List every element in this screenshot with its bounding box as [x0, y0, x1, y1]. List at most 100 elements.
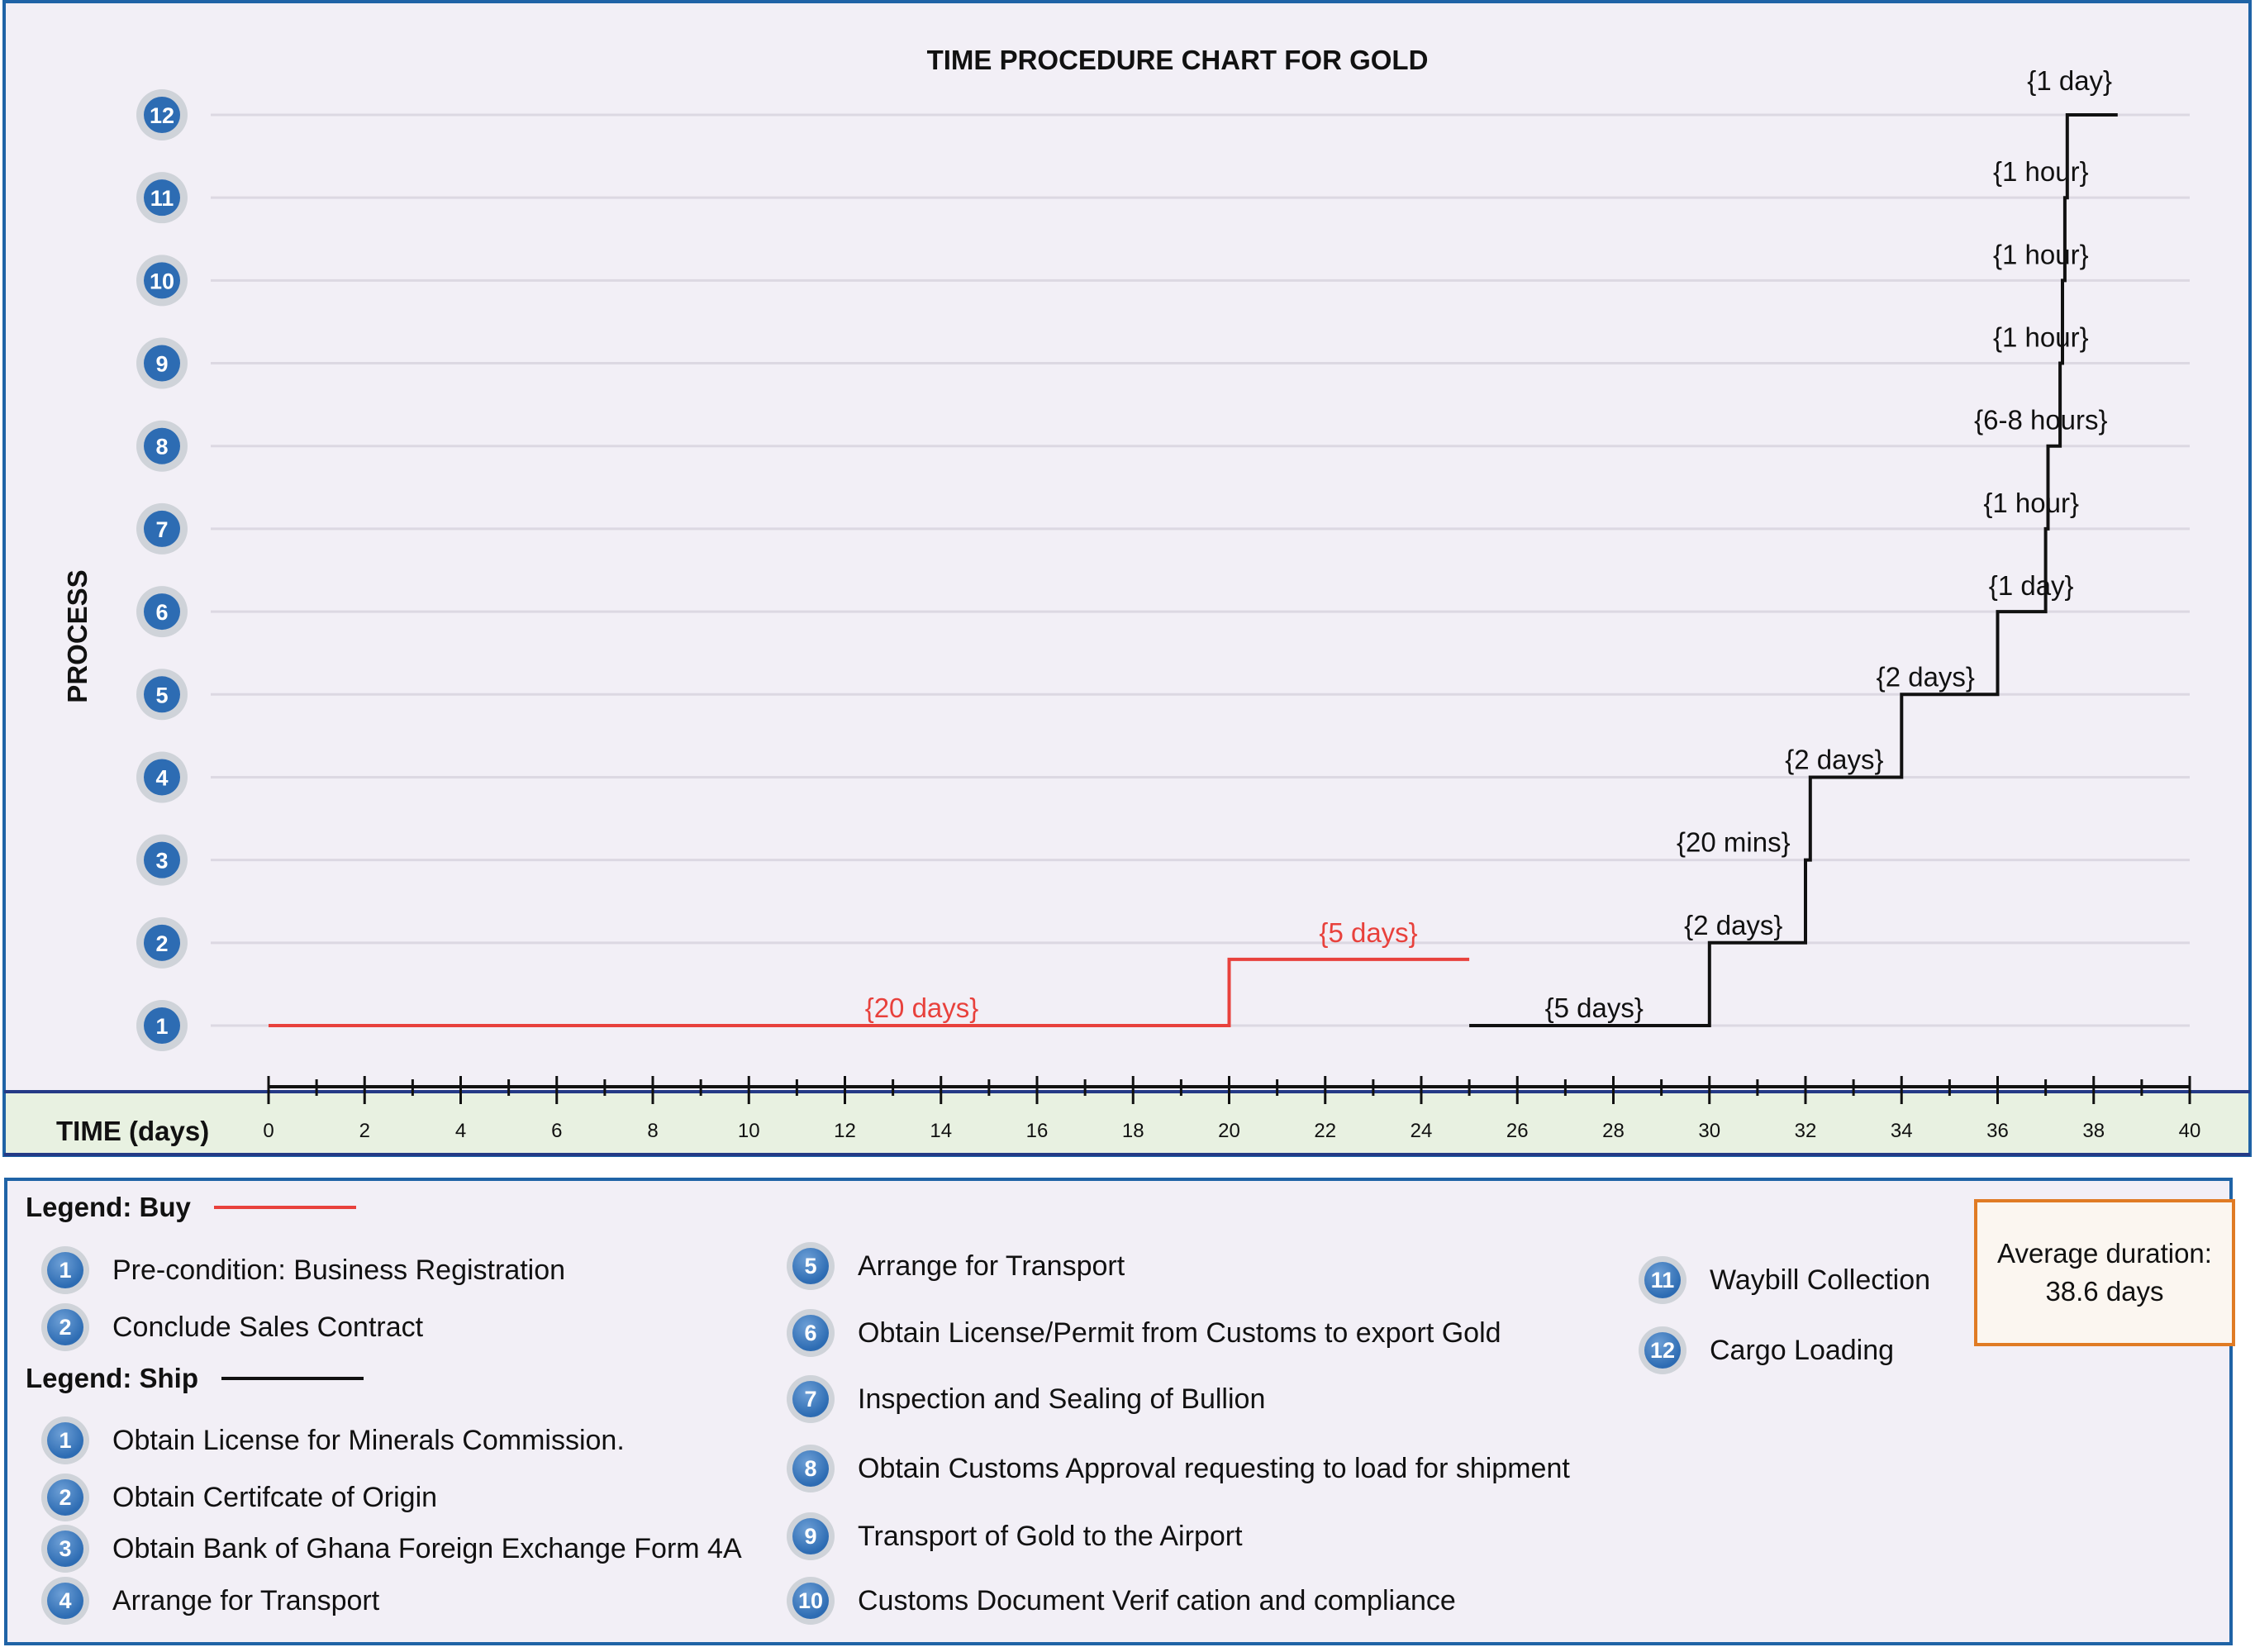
series-lines	[269, 113, 2118, 1027]
x-tick-label: 26	[1506, 1120, 1529, 1142]
y-badge-icon	[144, 179, 180, 217]
duration-label: {1 day}	[1989, 570, 2074, 601]
step-badge-icon: 12	[1639, 1326, 1686, 1374]
x-tick-label: 6	[551, 1120, 562, 1142]
y-tick-label: 11	[150, 186, 174, 211]
duration-label: {1 hour}	[1993, 239, 2089, 269]
x-tick-label: 32	[1795, 1120, 1817, 1142]
y-badge-icon	[144, 924, 180, 961]
step-label: Waybill Collection	[1710, 1264, 1931, 1296]
x-tick-label: 0	[263, 1120, 274, 1142]
legend-ship-title: Legend: Ship	[26, 1363, 198, 1393]
ship-legend-item: 10 Customs Document Verif cation and com…	[787, 1577, 1456, 1625]
x-axis-title: TIME (days)	[56, 1116, 209, 1146]
step-label: Obtain Customs Approval requesting to lo…	[858, 1452, 1570, 1484]
step-badge-icon: 2	[41, 1303, 89, 1351]
step-badge-icon: 9	[787, 1512, 835, 1560]
ship-legend-item: 11 Waybill Collection	[1639, 1256, 1930, 1304]
step-number: 3	[47, 1531, 83, 1567]
y-badge-icon	[144, 1007, 180, 1044]
y-badge-icon	[144, 510, 180, 547]
y-tick-label: 5	[155, 683, 168, 707]
x-tick-label: 10	[738, 1120, 760, 1142]
series-line-ship	[1469, 113, 2118, 1027]
step-badge-icon: 8	[787, 1445, 835, 1493]
ship-legend-item: 12 Cargo Loading	[1639, 1326, 1894, 1374]
y-tick-label: 6	[155, 600, 168, 625]
step-badge-icon: 5	[787, 1242, 835, 1290]
duration-label: {2 days}	[1877, 661, 1975, 692]
ship-legend-item: 7 Inspection and Sealing of Bullion	[787, 1375, 1265, 1423]
step-label: Inspection and Sealing of Bullion	[858, 1383, 1266, 1415]
y-badge-icon	[144, 593, 180, 631]
buy-legend-item: 1 Pre-condition: Business Registration	[41, 1246, 565, 1294]
step-number: 7	[792, 1381, 829, 1417]
ship-legend-item: 2 Obtain Certifcate of Origin	[41, 1473, 437, 1521]
legend-buy-swatch	[213, 1206, 356, 1209]
y-badge-icon	[144, 262, 180, 299]
x-tick-label: 34	[1891, 1120, 1913, 1142]
time-procedure-chart: {20 days} {5 days} {5 days} {2 days} {20 min…	[2, 0, 2252, 1157]
y-tick-label: 3	[155, 849, 168, 874]
step-badge-icon: 11	[1639, 1256, 1686, 1304]
ship-legend-item: 5 Arrange for Transport	[787, 1242, 1125, 1290]
average-duration-value: 38.6 days	[2045, 1276, 2164, 1307]
step-label: Obtain Certifcate of Origin	[112, 1481, 438, 1513]
duration-label: {5 days}	[1319, 917, 1417, 948]
step-badge-icon: 1	[41, 1416, 89, 1464]
step-label: Pre-condition: Business Registration	[112, 1254, 566, 1286]
x-tick-label: 12	[834, 1120, 856, 1142]
step-number: 11	[1644, 1262, 1681, 1298]
duration-labels: {20 days} {5 days} {5 days} {2 days} {20 min…	[865, 65, 2112, 1023]
x-tick-label: 20	[1218, 1120, 1240, 1142]
step-label: Obtain Bank of Ghana Foreign Exchange Fo…	[112, 1532, 742, 1564]
y-badge-icon	[144, 841, 180, 878]
x-tick-label: 38	[2082, 1120, 2105, 1142]
x-tick-label: 28	[1602, 1120, 1625, 1142]
y-badge-icon	[144, 759, 180, 796]
x-tick-label: 36	[1986, 1120, 2009, 1142]
y-tick-label: 8	[155, 435, 168, 459]
duration-label: {20 mins}	[1677, 827, 1791, 858]
duration-label: {6-8 hours}	[1974, 405, 2107, 436]
legend-buy-heading: Legend: Buy	[26, 1192, 356, 1223]
step-label: Arrange for Transport	[858, 1250, 1125, 1282]
step-label: Cargo Loading	[1710, 1334, 1895, 1366]
x-axis: 0 2 4 6 8 10 12 14 16 18 20 22 24 26 28 30 32 34 36 38 40	[263, 1076, 2200, 1142]
y-tick-label: 7	[155, 517, 168, 542]
x-tick-label: 22	[1314, 1120, 1336, 1142]
step-number: 8	[792, 1450, 829, 1487]
x-tick-label: 14	[930, 1120, 952, 1142]
step-number: 1	[47, 1422, 83, 1459]
y-axis-title: PROCESS	[62, 569, 93, 702]
ship-legend-item: 9 Transport of Gold to the Airport	[787, 1512, 1243, 1560]
duration-label: {2 days}	[1785, 744, 1883, 774]
average-duration-label: Average duration:	[1997, 1238, 2212, 1269]
y-tick-label: 2	[155, 931, 168, 956]
step-label: Arrange for Transport	[112, 1584, 380, 1616]
step-label: Transport of Gold to the Airport	[858, 1520, 1243, 1552]
ship-legend-item: 3 Obtain Bank of Ghana Foreign Exchange …	[41, 1525, 742, 1573]
step-number: 2	[47, 1309, 83, 1345]
y-badge-icon	[144, 345, 180, 382]
x-tick-label: 2	[359, 1120, 370, 1142]
step-badge-icon: 1	[41, 1246, 89, 1294]
step-badge-icon: 7	[787, 1375, 835, 1423]
y-tick-label: 10	[150, 269, 174, 293]
legend-panel	[4, 1178, 2233, 1645]
ship-legend-item: 4 Arrange for Transport	[41, 1577, 379, 1625]
step-badge-icon: 6	[787, 1309, 835, 1357]
duration-label: {1 hour}	[1993, 156, 2089, 187]
series-line-buy	[269, 957, 1470, 1027]
y-badge-icon	[144, 676, 180, 713]
ship-legend-item: 6 Obtain License/Permit from Customs to …	[787, 1309, 1501, 1357]
step-number: 2	[47, 1479, 83, 1516]
step-number: 6	[792, 1315, 829, 1351]
time-axis-band	[6, 1092, 2248, 1154]
legend-ship-swatch	[221, 1377, 364, 1380]
duration-label: {1 hour}	[1993, 322, 2089, 353]
step-label: Obtain License for Minerals Commission.	[112, 1424, 625, 1456]
y-badge-icon	[144, 97, 180, 133]
average-duration-box: Average duration: 38.6 days	[1974, 1199, 2235, 1346]
